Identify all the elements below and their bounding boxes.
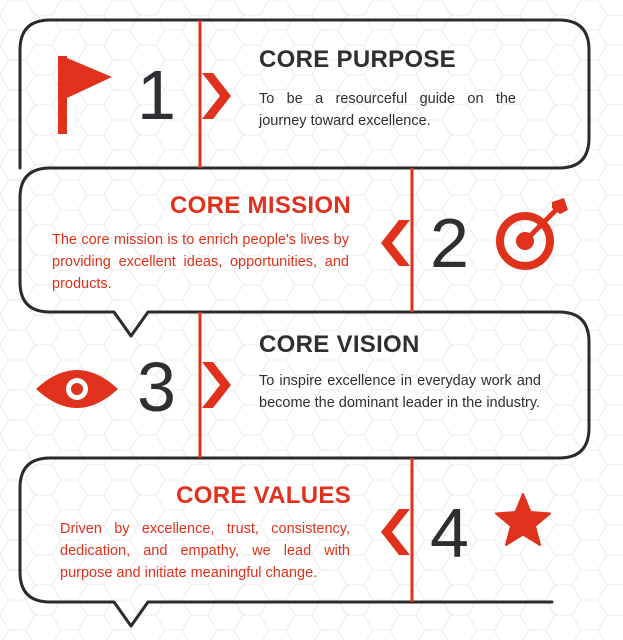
core-vision-title: CORE VISION [259, 331, 420, 358]
core-purpose-text: To be a resourceful guide on the journey… [259, 91, 516, 129]
core-purpose-title: CORE PURPOSE [259, 46, 456, 73]
core-values-title: CORE VALUES [176, 482, 351, 509]
frame-core-mission [18, 166, 414, 338]
step-number-2: 2 [430, 204, 469, 282]
chevron-right-icon [202, 362, 231, 408]
flag-icon [58, 56, 112, 134]
core-values-text: Driven by excellence, trust, consistency… [60, 521, 350, 581]
core-mission-title: CORE MISSION [170, 192, 351, 219]
target-arrow-icon [496, 198, 568, 270]
star-icon [495, 493, 551, 546]
chevron-right-icon [202, 73, 231, 119]
chevron-left-icon [381, 509, 410, 555]
frame-core-purpose [18, 18, 591, 170]
step-number-3: 3 [137, 348, 176, 426]
frame-core-values [18, 456, 554, 628]
core-vision-text: To inspire excellence in everyday work a… [259, 373, 541, 411]
step-number-1: 1 [137, 56, 176, 134]
core-mission-text: The core mission is to enrich people's l… [52, 232, 349, 292]
step-number-4: 4 [430, 494, 469, 572]
frame-core-vision [198, 310, 591, 460]
chevron-left-icon [381, 220, 410, 266]
eye-icon [36, 370, 118, 408]
